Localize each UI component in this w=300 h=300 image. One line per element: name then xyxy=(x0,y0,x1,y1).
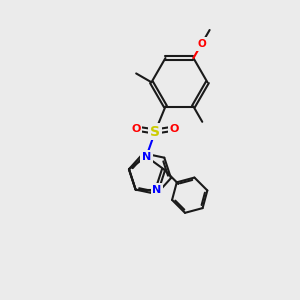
Text: N: N xyxy=(152,184,162,195)
Text: O: O xyxy=(197,39,206,49)
Text: S: S xyxy=(150,124,160,139)
Text: O: O xyxy=(131,124,141,134)
Text: N: N xyxy=(142,152,151,162)
Text: O: O xyxy=(169,124,179,134)
